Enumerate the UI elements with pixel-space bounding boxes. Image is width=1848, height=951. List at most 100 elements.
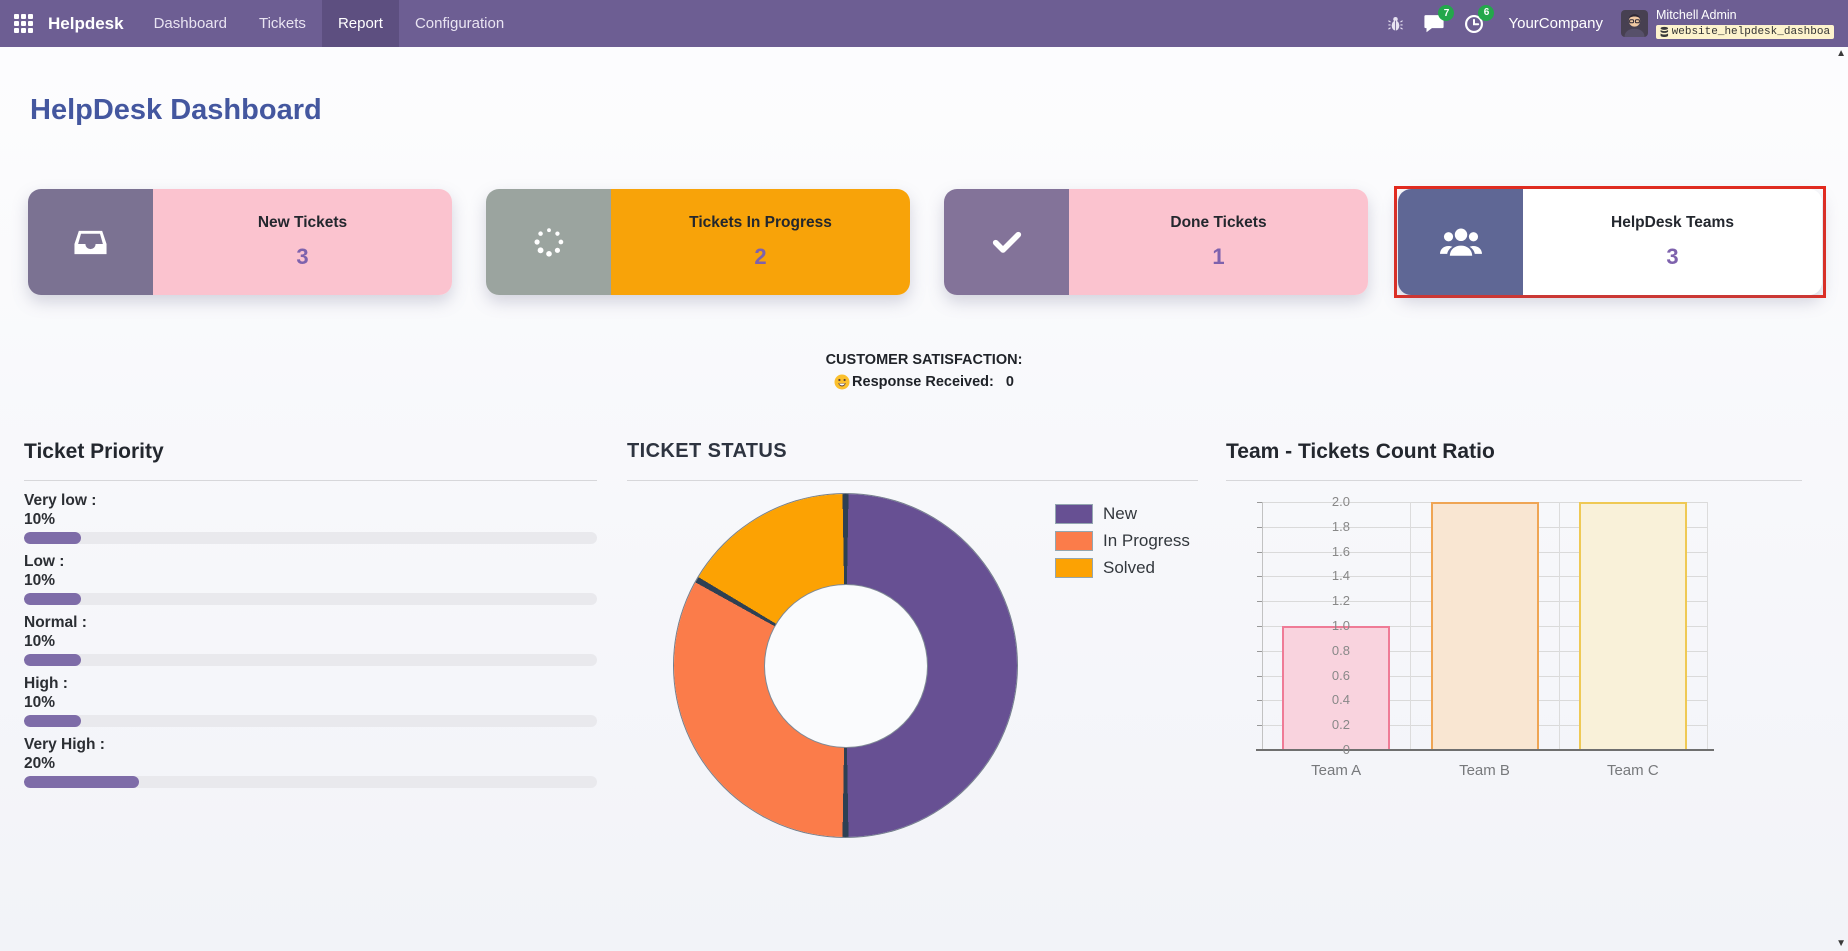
priority-label: Low : — [24, 553, 65, 570]
priority-row: Very High : 20% — [24, 735, 597, 788]
scroll-down-icon[interactable]: ▼ — [1836, 938, 1846, 949]
y-tick-label: 0.4 — [1331, 692, 1350, 708]
y-tick-label: 0.2 — [1331, 717, 1350, 733]
y-tick-label: 2.0 — [1331, 494, 1350, 509]
top-navbar: Helpdesk Dashboard Tickets Report Configura… — [0, 0, 1848, 47]
legend-item-new: New — [1055, 503, 1190, 524]
database-icon — [1660, 26, 1669, 38]
priority-label: High : — [24, 675, 68, 692]
priority-progressbar — [24, 532, 597, 544]
legend-item-in-progress: In Progress — [1055, 530, 1190, 551]
legend-label: New — [1103, 503, 1138, 523]
x-category-label: Team C — [1606, 762, 1659, 779]
y-tick-label: 1.4 — [1331, 568, 1350, 584]
priority-row: Normal : 10% — [24, 613, 597, 666]
legend-label: In Progress — [1103, 530, 1190, 550]
ticket-status-donut-chart — [674, 494, 1017, 837]
user-menu[interactable]: Mitchell Admin website_helpdesk_dashboa… — [1656, 8, 1834, 39]
legend-swatch — [1055, 557, 1093, 578]
y-tick-mark — [1257, 526, 1262, 528]
debug-bug-icon[interactable] — [1387, 14, 1404, 33]
satisfaction-value: 0 — [1005, 374, 1014, 390]
database-name: website_helpdesk_dashboa… — [1671, 26, 1830, 38]
priority-label: Very low : — [24, 492, 97, 509]
company-switcher[interactable]: YourCompany — [1508, 15, 1603, 32]
y-tick-label: 1.0 — [1331, 618, 1350, 633]
messages-badge: 7 — [1438, 5, 1455, 21]
kpi-card-helpdesk-teams[interactable]: HelpDesk Teams 3 — [1398, 189, 1822, 295]
users-icon — [1398, 189, 1523, 295]
activities-clock-icon[interactable]: 6 — [1464, 4, 1495, 34]
ticket-priority-title: Ticket Priority — [24, 440, 164, 463]
gridline — [1410, 502, 1412, 750]
y-tick-label: 0.6 — [1331, 667, 1350, 683]
team-ratio-title: Team - Tickets Count Ratio — [1226, 440, 1495, 463]
check-icon — [944, 189, 1069, 295]
nav-item-dashboard[interactable]: Dashboard — [153, 15, 227, 32]
user-name: Mitchell Admin — [1656, 8, 1737, 22]
priority-progressbar — [24, 715, 597, 727]
selected-card-outline — [1394, 186, 1826, 298]
team-ratio-bar-chart: 0 0.2 0.4 0.6 0.8 1.0 1.2 1.4 1.6 1.8 2.0 Team A Tea… — [1226, 490, 1802, 790]
priority-progress-fill — [24, 776, 139, 788]
priority-progressbar — [24, 776, 597, 788]
divider — [627, 480, 1198, 481]
database-badge: website_helpdesk_dashboa… — [1656, 25, 1834, 39]
legend-swatch — [1055, 503, 1093, 524]
y-tick-label: 0.8 — [1331, 642, 1350, 658]
priority-progress-fill — [24, 593, 82, 605]
legend-swatch — [1055, 530, 1093, 551]
main-menu: Dashboard Tickets Report Configuration — [138, 0, 521, 47]
scroll-up-icon[interactable]: ▲ — [1836, 48, 1846, 59]
activities-badge: 6 — [1478, 4, 1495, 21]
priority-label: Normal : — [24, 614, 87, 631]
y-tick-mark — [1257, 700, 1262, 702]
y-tick-mark — [1257, 576, 1262, 578]
apps-grid-icon[interactable] — [0, 0, 46, 47]
x-category-label: Team A — [1311, 762, 1362, 779]
kpi-card-title: New Tickets — [257, 214, 348, 231]
app-name[interactable]: Helpdesk — [48, 13, 124, 33]
bar-team-b — [1430, 502, 1539, 750]
priority-row: Very low : 10% — [24, 491, 597, 544]
bar-plot-area — [1256, 502, 1714, 751]
legend-item-solved: Solved — [1055, 557, 1190, 578]
inbox-icon — [28, 189, 153, 295]
kpi-card-count: 3 — [1666, 244, 1679, 269]
priority-progressbar — [24, 654, 597, 666]
scrollbar[interactable]: ▲ ▼ — [1833, 47, 1848, 951]
team-ratio-panel: Team - Tickets Count Ratio 0 0.2 0.4 0.6 0.8… — [1226, 435, 1802, 915]
priority-percent: 10% — [24, 694, 56, 711]
ticket-status-title: TICKET STATUS — [627, 440, 788, 462]
messages-icon[interactable]: 7 — [1424, 5, 1455, 33]
bar-team-a — [1282, 626, 1391, 750]
priority-row: Low : 10% — [24, 552, 597, 605]
kpi-card-count: 2 — [754, 244, 767, 269]
nav-item-tickets[interactable]: Tickets — [258, 15, 306, 32]
priority-percent: 10% — [24, 511, 56, 528]
kpi-card-tickets-in-progress[interactable]: Tickets In Progress 2 — [486, 189, 910, 295]
kpi-card-new-tickets[interactable]: New Tickets 3 — [28, 189, 452, 295]
divider — [24, 480, 597, 481]
customer-satisfaction: CUSTOMER SATISFACTION: Response Received… — [0, 352, 1848, 395]
y-tick-mark — [1257, 502, 1262, 503]
y-tick-label: 1.2 — [1331, 593, 1350, 609]
donut-hole — [763, 583, 928, 748]
kpi-card-count: 1 — [1212, 244, 1225, 269]
grid-icon — [13, 14, 33, 33]
ticket-priority-panel: Ticket Priority Very low :10% Low :10% Nor… — [24, 435, 597, 915]
priority-label: Very High : — [24, 736, 105, 753]
kpi-card-done-tickets[interactable]: Done Tickets 1 — [944, 189, 1368, 295]
nav-item-report[interactable]: Report — [321, 0, 399, 47]
gridline — [1558, 502, 1560, 750]
y-tick-mark — [1257, 650, 1262, 652]
kpi-card-title: Done Tickets — [1170, 214, 1267, 231]
kpi-card-body: HelpDesk Teams 3 — [1523, 189, 1822, 295]
priority-progressbar — [24, 593, 597, 605]
user-avatar[interactable] — [1621, 10, 1648, 37]
legend-label: Solved — [1103, 557, 1155, 577]
kpi-card-count: 3 — [296, 244, 309, 269]
x-axis — [1256, 749, 1714, 751]
nav-item-configuration[interactable]: Configuration — [414, 15, 505, 32]
satisfaction-label: Response Received: — [852, 374, 994, 390]
